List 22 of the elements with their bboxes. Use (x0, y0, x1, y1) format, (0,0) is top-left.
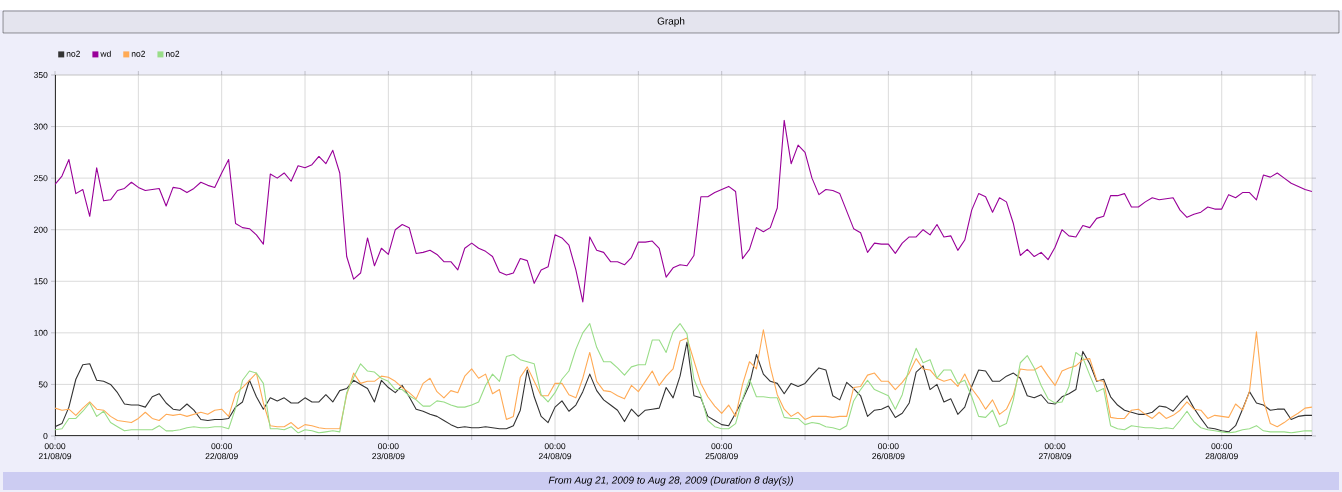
y-tick-label: 350 (33, 71, 48, 78)
y-tick-label: 0 (43, 432, 48, 439)
y-tick-label: 300 (33, 123, 48, 130)
x-tick-label: 00:00 25/08/09 (705, 443, 738, 460)
y-tick-label: 250 (34, 175, 48, 182)
legend-label: no2 (166, 50, 180, 57)
x-tick-label: 00:00 27/08/09 (1038, 443, 1072, 460)
x-tick-label: 00:00 28/08/09 (1205, 443, 1238, 460)
x-tick-label: 00:00 23/08/09 (372, 443, 405, 460)
y-tick-label: 150 (34, 278, 48, 285)
text: From Aug 21, 2009 to Aug 28, 2009 (Duration 8 day(s)) (548, 476, 793, 486)
legend-label: no2 (131, 50, 146, 57)
y-tick-label: 100 (34, 329, 48, 336)
y-tick-label: 50 (38, 381, 48, 388)
chart-title: Graph (657, 17, 685, 27)
x-tick-label: 00:00 21/08/09 (38, 443, 72, 460)
x-tick-label: 00:00 22/08/09 (205, 443, 238, 460)
x-tick-label: 00:00 24/08/09 (538, 443, 572, 460)
legend-label: wd (100, 50, 111, 57)
y-tick-label: 200 (34, 226, 48, 233)
legend-label: no2 (66, 50, 80, 57)
x-tick-label: 00:00 26/08/09 (872, 443, 905, 460)
